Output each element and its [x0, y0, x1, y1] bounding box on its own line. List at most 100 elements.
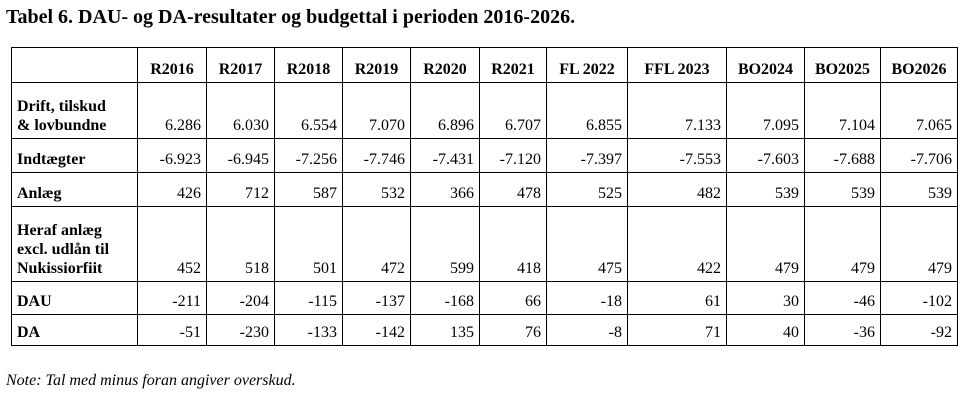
table-cell: -8 — [546, 314, 628, 346]
table-cell: 479 — [880, 206, 958, 282]
row-label: Drift, tilskud & lovbundne — [11, 82, 138, 139]
table-cell: -6.945 — [206, 138, 275, 173]
table-row: Heraf anlæg excl. udlån til Nukissiorfiit … — [11, 206, 958, 282]
row-label-line: Anlæg — [17, 185, 62, 202]
table-cell: -7.706 — [880, 138, 958, 173]
table-cell: 6.707 — [479, 82, 547, 139]
table-cell: 66 — [479, 281, 547, 315]
table-cell: 472 — [342, 206, 411, 282]
table-cell: 518 — [206, 206, 275, 282]
column-header: R2021 — [479, 47, 547, 83]
table-cell: -115 — [274, 281, 343, 315]
table-cell: 7.133 — [627, 82, 727, 139]
table-cell: 478 — [479, 172, 547, 207]
table-cell: 135 — [410, 314, 480, 346]
table-cell: 6.896 — [410, 82, 480, 139]
row-label: Anlæg — [11, 172, 138, 207]
row-label: Heraf anlæg excl. udlån til Nukissiorfiit — [11, 206, 138, 282]
table-cell: -142 — [342, 314, 411, 346]
table-cell: 539 — [804, 172, 881, 207]
table-cell: -7.553 — [627, 138, 727, 173]
row-label-line: excl. udlån til — [17, 241, 110, 258]
table-cell: 6.030 — [206, 82, 275, 139]
column-header: BO2024 — [726, 47, 805, 83]
table-cell: -92 — [880, 314, 958, 346]
table-cell: -7.397 — [546, 138, 628, 173]
table-cell: 418 — [479, 206, 547, 282]
row-label-line: DAU — [17, 293, 52, 310]
row-label-line: & lovbundne — [17, 117, 107, 134]
table-cell: 532 — [342, 172, 411, 207]
table-cell: 7.065 — [880, 82, 958, 139]
table-cell: 6.286 — [137, 82, 207, 139]
table-cell: 71 — [627, 314, 727, 346]
row-label-line: Heraf anlæg — [17, 222, 102, 239]
table-cell: 525 — [546, 172, 628, 207]
table-cell: -102 — [880, 281, 958, 315]
column-header: R2019 — [342, 47, 411, 83]
table-cell: -204 — [206, 281, 275, 315]
table-cell: 539 — [880, 172, 958, 207]
table-cell: 479 — [804, 206, 881, 282]
table-row: Drift, tilskud & lovbundne 6.286 6.030 6.… — [11, 82, 958, 139]
table-cell: 366 — [410, 172, 480, 207]
column-header: R2017 — [206, 47, 275, 83]
column-header: R2018 — [274, 47, 343, 83]
column-header: BO2026 — [880, 47, 958, 83]
table-cell: 587 — [274, 172, 343, 207]
table-note: Note: Tal med minus foran angiver oversk… — [6, 372, 296, 389]
table-cell: 475 — [546, 206, 628, 282]
table-row: DAU -211 -204 -115 -137 -168 66 -18 61 3… — [11, 281, 958, 315]
column-header: BO2025 — [804, 47, 881, 83]
table-cell: -133 — [274, 314, 343, 346]
row-label-line: Nukissiorfiit — [17, 260, 103, 277]
header-row: R2016 R2017 R2018 R2019 R2020 R2021 FL 2… — [11, 47, 958, 83]
row-label: DA — [11, 314, 138, 346]
column-header: FL 2022 — [546, 47, 628, 83]
budget-table: R2016 R2017 R2018 R2019 R2020 R2021 FL 2… — [11, 47, 958, 346]
table-cell: -168 — [410, 281, 480, 315]
column-header: R2016 — [137, 47, 207, 83]
table-cell: -7.256 — [274, 138, 343, 173]
table-cell: 7.070 — [342, 82, 411, 139]
table-cell: -230 — [206, 314, 275, 346]
table-cell: 7.104 — [804, 82, 881, 139]
table-row: Anlæg 426 712 587 532 366 478 525 482 53… — [11, 172, 958, 207]
table-cell: 482 — [627, 172, 727, 207]
table-cell: 426 — [137, 172, 207, 207]
table-cell: 422 — [627, 206, 727, 282]
table-cell: 30 — [726, 281, 805, 315]
row-label-line: Indtægter — [17, 151, 86, 168]
row-label: DAU — [11, 281, 138, 315]
table-cell: 40 — [726, 314, 805, 346]
table-cell: 479 — [726, 206, 805, 282]
column-header: FFL 2023 — [627, 47, 727, 83]
table-cell: -36 — [804, 314, 881, 346]
table-cell: -7.688 — [804, 138, 881, 173]
table-cell: -137 — [342, 281, 411, 315]
table-cell: -7.603 — [726, 138, 805, 173]
table-cell: 539 — [726, 172, 805, 207]
table-cell: 76 — [479, 314, 547, 346]
table-cell: 452 — [137, 206, 207, 282]
table-cell: 6.554 — [274, 82, 343, 139]
table-cell: -7.431 — [410, 138, 480, 173]
table-cell: 6.855 — [546, 82, 628, 139]
table-title: Tabel 6. DAU- og DA-resultater og budget… — [6, 6, 576, 28]
column-header: R2020 — [410, 47, 480, 83]
header-corner — [11, 47, 138, 83]
table-cell: -7.746 — [342, 138, 411, 173]
table-cell: 7.095 — [726, 82, 805, 139]
table-cell: 61 — [627, 281, 727, 315]
table-cell: -6.923 — [137, 138, 207, 173]
table-cell: -7.120 — [479, 138, 547, 173]
table-row: DA -51 -230 -133 -142 135 76 -8 71 40 -3… — [11, 314, 958, 346]
table-cell: 599 — [410, 206, 480, 282]
row-label: Indtægter — [11, 138, 138, 173]
table-cell: -46 — [804, 281, 881, 315]
table-cell: -18 — [546, 281, 628, 315]
table-row: Indtægter -6.923 -6.945 -7.256 -7.746 -7… — [11, 138, 958, 173]
table-cell: 712 — [206, 172, 275, 207]
table-cell: -51 — [137, 314, 207, 346]
table-cell: 501 — [274, 206, 343, 282]
